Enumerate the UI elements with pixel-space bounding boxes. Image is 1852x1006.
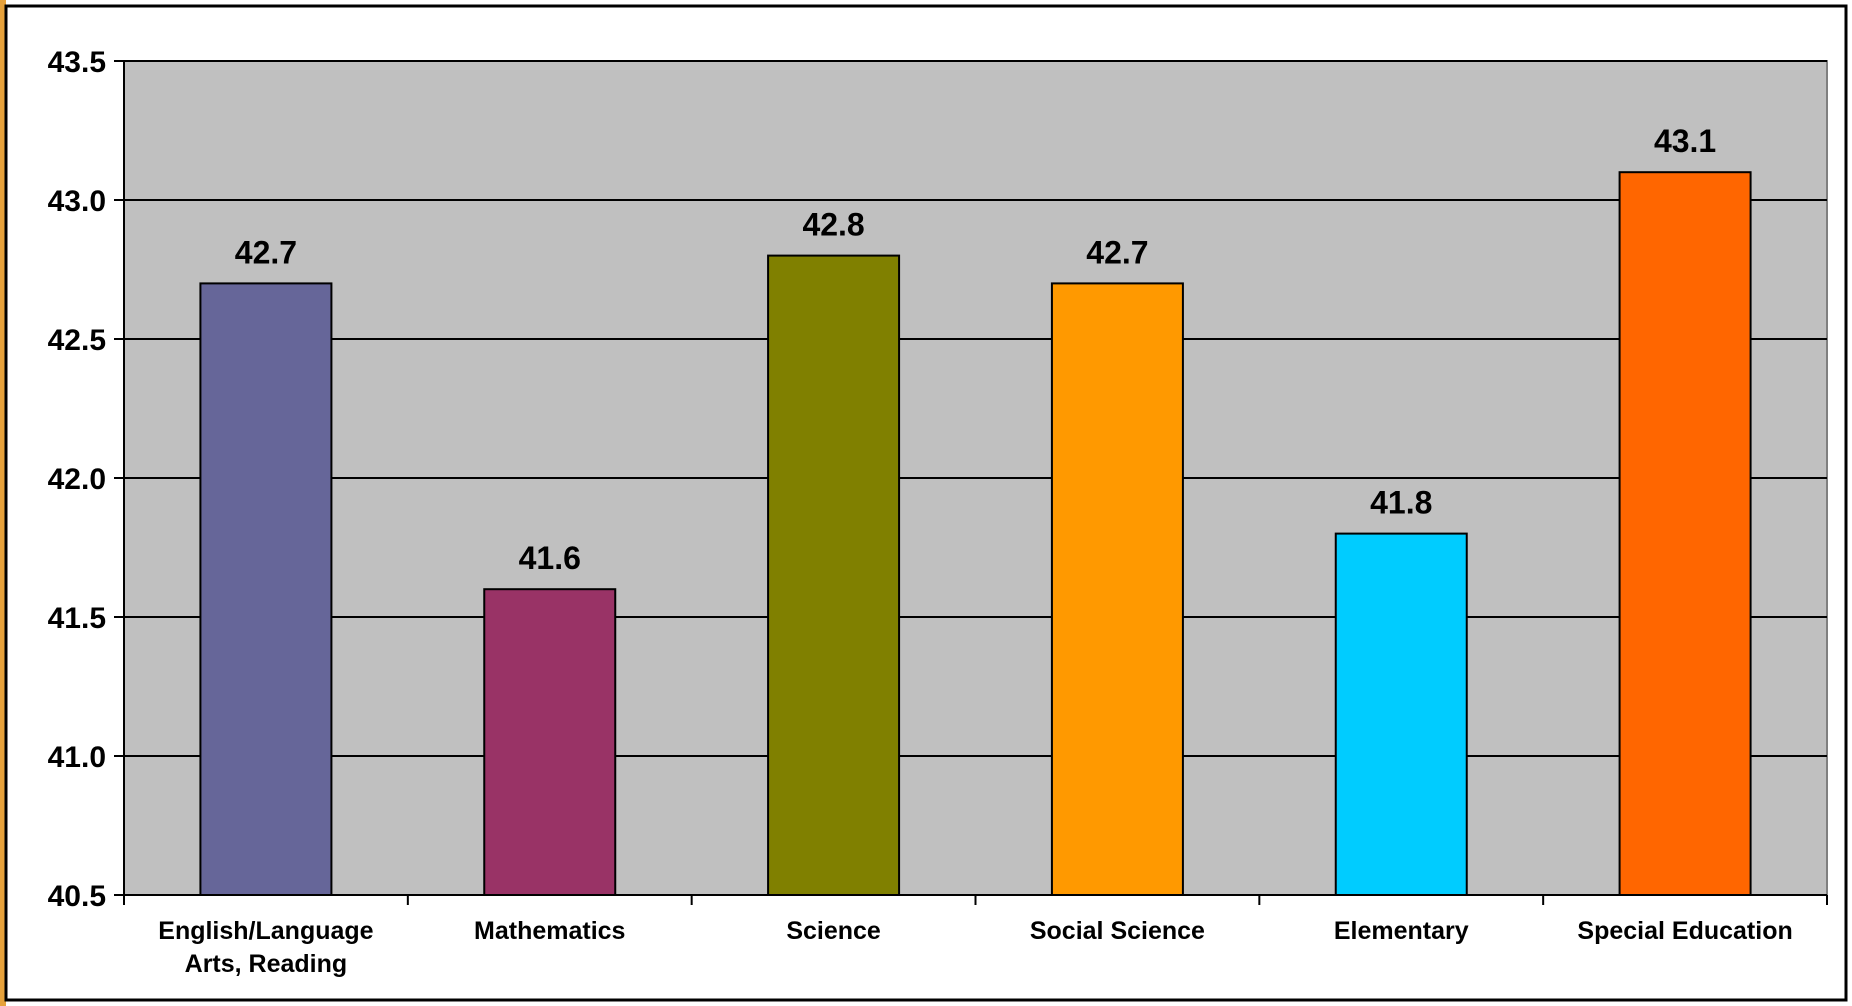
bar-value-label: 41.8: [1370, 485, 1432, 521]
category-label: Special Education: [1577, 917, 1792, 945]
y-tick-label: 41.0: [48, 741, 106, 774]
y-tick-label: 40.5: [48, 880, 106, 913]
gridlines: [124, 60, 1827, 757]
x-axis-category-labels: English/Language Arts, Reading Mathematics…: [158, 917, 1792, 978]
bar-value-label: 42.7: [1086, 234, 1148, 270]
bar: [483, 588, 617, 896]
bar-value-label: 42.7: [235, 234, 297, 270]
category-label: Arts, Reading: [185, 950, 348, 978]
bar-value-label: 43.1: [1654, 123, 1716, 159]
bar: [1618, 171, 1752, 896]
bar: [1334, 532, 1468, 896]
category-label: Science: [786, 917, 881, 945]
y-tick-label: 41.5: [48, 602, 106, 635]
bar: [767, 254, 901, 897]
bar: [199, 282, 333, 896]
y-tick-label: 43.5: [48, 46, 106, 79]
bars: [199, 171, 1752, 897]
category-label: Mathematics: [474, 917, 625, 945]
category-label: Elementary: [1334, 917, 1469, 945]
category-label: English/Language: [158, 917, 373, 945]
y-tick-label: 43.0: [48, 185, 106, 218]
y-axis-tick-labels: 40.5 41.0 41.5 42.0 42.5 43.0 43.5: [48, 46, 106, 913]
bar-value-label: 41.6: [519, 540, 581, 576]
y-tick-label: 42.0: [48, 463, 106, 496]
y-tick-label: 42.5: [48, 324, 106, 357]
outer-frame-accent: [0, 0, 6, 1006]
data-labels: 42.7 41.6 42.8 42.7 41.8 43.1: [235, 123, 1716, 576]
axes: [114, 60, 1828, 905]
bar: [1050, 282, 1184, 896]
category-label: Social Science: [1030, 917, 1205, 945]
bar-value-label: 42.8: [802, 207, 864, 243]
